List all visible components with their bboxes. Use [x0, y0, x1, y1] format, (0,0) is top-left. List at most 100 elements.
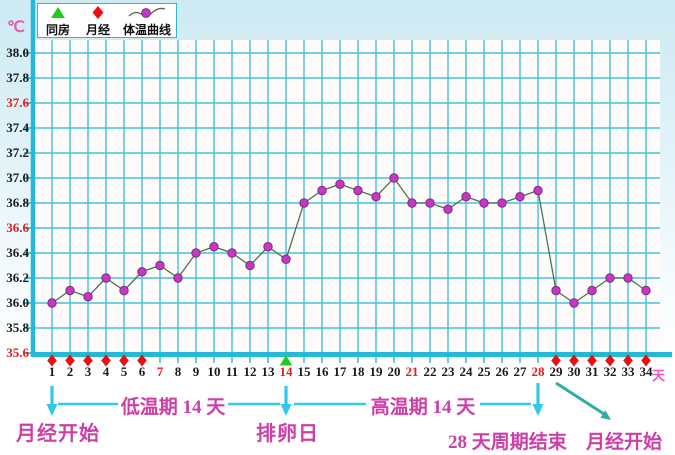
temperature-point [209, 242, 219, 252]
y-axis-label: 36.8 [6, 195, 29, 210]
temperature-point [281, 254, 291, 264]
temperature-point [335, 179, 345, 189]
temperature-point [119, 285, 129, 296]
x-axis-label: 13 [261, 364, 275, 379]
temperature-point [227, 248, 237, 258]
menses-start-left-annotation: 月经开始 [16, 423, 100, 445]
temperature-point [173, 273, 183, 283]
x-axis-label: 23 [441, 364, 455, 379]
temperature-point [101, 273, 111, 283]
x-axis-label: 25 [477, 364, 491, 379]
temperature-point [389, 173, 399, 183]
ovulation-day-annotation: 排卵日 [256, 423, 319, 445]
x-axis-label: 1 [48, 364, 56, 379]
x-axis-label: 15 [297, 364, 311, 379]
temperature-point [641, 285, 651, 296]
low-phase-annotation: 低温期 14 天 [120, 397, 226, 418]
x-axis-label: 10 [207, 364, 221, 379]
temperature-point [191, 248, 201, 258]
menstruation-marker [101, 354, 111, 367]
temperature-point [299, 198, 309, 208]
x-axis-label: 6 [138, 364, 146, 379]
temperature-point [137, 267, 147, 277]
x-axis-label: 2 [66, 364, 74, 379]
legend-label: 体温曲线 [122, 23, 171, 37]
legend-item-menstruation: 月经 [78, 4, 118, 37]
x-axis-label: 29 [549, 364, 563, 379]
temperature-point [317, 185, 327, 196]
temperature-point [533, 185, 543, 196]
temperature-point [461, 192, 471, 202]
temperature-point [263, 242, 273, 252]
x-axis-label: 24 [459, 364, 473, 379]
x-axis-label: 22 [423, 364, 437, 379]
menstruation-marker [137, 354, 147, 367]
diagonal-arrow [555, 381, 605, 416]
temperature-point [569, 298, 579, 308]
x-axis-label: 20 [387, 364, 401, 379]
down-arrow-head [46, 404, 58, 416]
temperature-point [47, 298, 57, 308]
menstruation-marker [641, 354, 651, 367]
x-axis-label: 5 [120, 364, 128, 379]
y-axis-label: 37.8 [6, 70, 29, 85]
x-axis-label: 14 [279, 364, 293, 379]
diagonal-arrow-head [600, 410, 611, 420]
temperature-point [479, 198, 489, 208]
y-axis-label: 38.0 [6, 45, 29, 60]
x-axis-label: 8 [174, 364, 182, 379]
x-axis-label: 3 [84, 364, 92, 379]
temperature-point [155, 260, 165, 271]
y-axis-label: 37.4 [6, 120, 29, 135]
legend-box: 同房 月经 体温曲线 [37, 3, 177, 38]
temperature-point [515, 192, 525, 202]
x-axis-label: 7 [156, 364, 164, 379]
x-axis-label: 33 [621, 364, 635, 379]
menstruation-marker [605, 354, 615, 367]
temperature-point [497, 198, 507, 208]
legend-item-intercourse: 同房 [38, 4, 78, 37]
menstruation-marker [83, 354, 93, 367]
x-axis-label: 21 [405, 364, 419, 379]
intercourse-marker [279, 355, 293, 366]
y-axis-unit-label: ℃ [7, 19, 25, 36]
y-axis-label: 36.4 [6, 245, 29, 260]
temperature-point [623, 273, 633, 283]
x-axis-label: 32 [603, 364, 617, 379]
legend-item-temperature-curve: 体温曲线 [118, 4, 176, 37]
menstruation-marker [119, 354, 129, 367]
x-axis-label: 9 [192, 364, 200, 379]
high-phase-annotation: 高温期 14 天 [370, 397, 476, 418]
x-axis-label: 16 [315, 364, 329, 379]
y-axis-label: 36.0 [6, 295, 29, 310]
y-axis-label: 36.2 [6, 270, 29, 285]
y-axis-label: 37.6 [6, 95, 29, 110]
x-axis-label: 19 [369, 364, 383, 379]
x-axis-label: 18 [351, 364, 365, 379]
temperature-point [65, 285, 75, 296]
menstruation-marker [551, 354, 561, 367]
x-axis-label: 28 [531, 364, 545, 379]
y-axis-label: 35.8 [6, 320, 29, 335]
x-axis-label: 31 [585, 364, 599, 379]
menstruation-marker [65, 354, 75, 367]
cycle-end-annotation: 28 天周期结束 [448, 432, 567, 453]
down-arrow-head [532, 404, 544, 416]
triangle-icon [50, 6, 66, 24]
x-axis-label: 30 [567, 364, 581, 379]
down-arrow-head [280, 404, 292, 416]
x-axis-label: 27 [513, 364, 527, 379]
y-axis-label: 35.6 [6, 345, 29, 360]
legend-label: 同房 [45, 23, 70, 37]
x-axis-label: 12 [243, 364, 257, 379]
y-axis-label: 36.6 [6, 220, 29, 235]
temperature-point [587, 285, 597, 296]
x-axis-label: 11 [225, 364, 239, 379]
y-axis-label: 37.0 [6, 170, 29, 185]
temperature-point [371, 192, 381, 202]
menstruation-marker [587, 354, 597, 367]
legend-label: 月经 [85, 23, 110, 37]
x-axis-label: 34 [639, 364, 653, 379]
